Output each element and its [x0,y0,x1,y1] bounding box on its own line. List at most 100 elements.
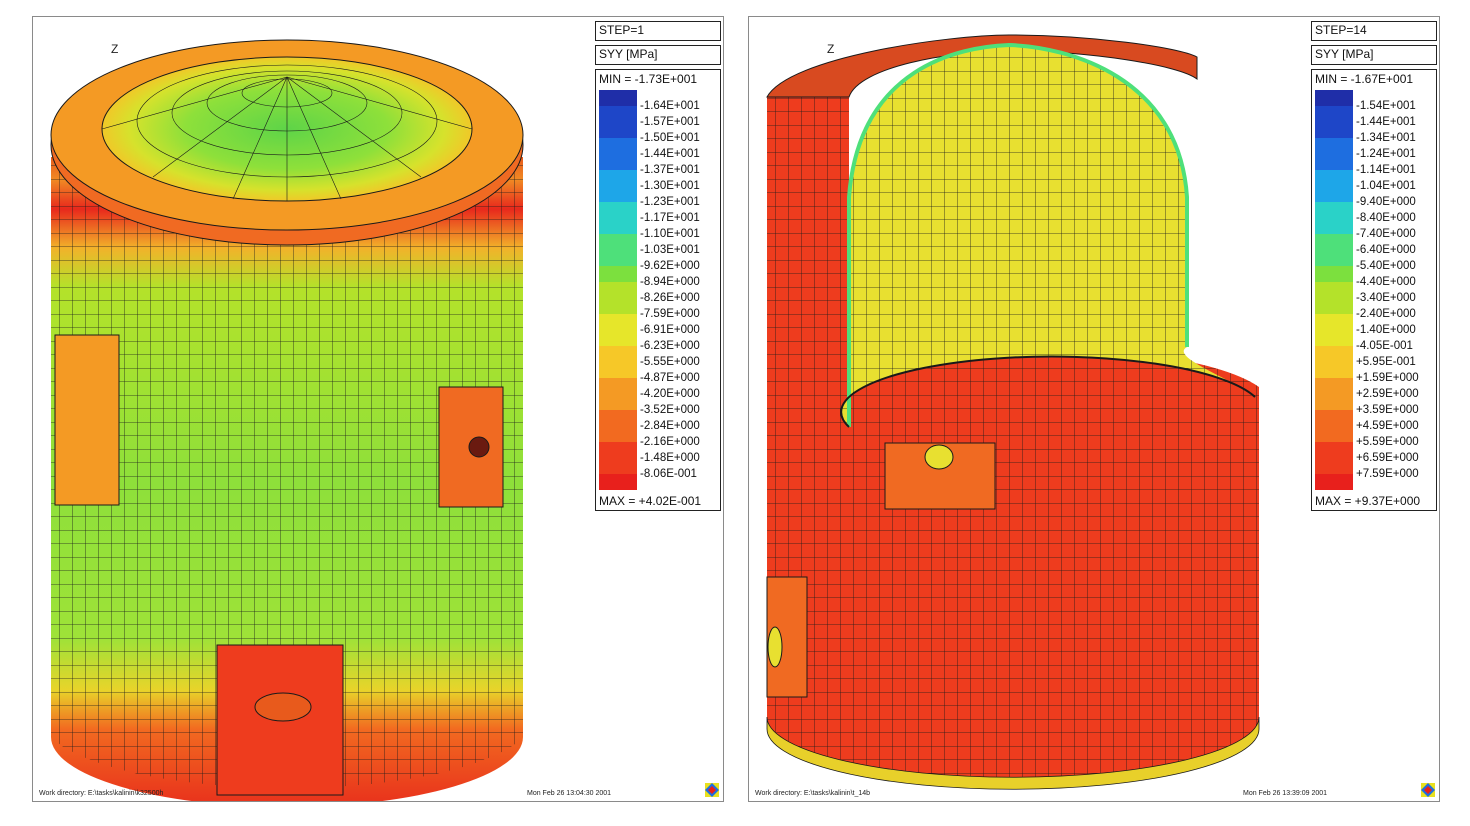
svg-text:Z: Z [111,42,118,56]
legend-color-bar [1315,90,1353,490]
quantity-unit-label: SYY [MPa] [1311,45,1437,65]
legend-color-band [1315,410,1353,427]
legend-tick-label: -1.30E+001 [640,180,700,192]
legend-color-band [599,394,637,411]
legend-tick-labels: -1.54E+001 -1.44E+001 -1.34E+001 -1.24E+001… [1356,92,1436,488]
legend-color-band [1315,218,1353,235]
legend-tick-label: -6.23E+000 [640,340,700,352]
timestamp-label: Mon Feb 26 13:39:09 2001 [1243,790,1328,797]
legend-color-band [599,122,637,139]
legend-color-band [599,346,637,363]
legend-color-band [599,250,637,267]
legend-color-band [1315,154,1353,171]
legend-tick-label: -1.40E+000 [1356,324,1416,336]
timestamp-label: Mon Feb 26 13:04:30 2001 [527,790,612,797]
legend-tick-label: +5.59E+000 [1356,436,1419,448]
legend-color-band [599,234,637,251]
program-logo-icon [1421,783,1435,797]
legend-tick-label: -9.62E+000 [640,260,700,272]
legend-tick-label: -1.24E+001 [1356,148,1416,160]
legend-color-band [599,90,637,107]
legend-color-band [599,330,637,347]
legend-tick-label: -7.40E+000 [1356,228,1416,240]
stress-plot-panel-step-14: Z STEP=14 SYY [MPa] MIN = -1.67E+001 -1.… [748,16,1440,802]
legend-tick-label: -2.40E+000 [1356,308,1416,320]
vessel-section-model-step-14: Z [766,34,1260,790]
legend-color-band [1315,474,1353,490]
legend-color-band [1315,122,1353,139]
legend-color-band [599,106,637,123]
legend-tick-label: -6.40E+000 [1356,244,1416,256]
legend-tick-label: -4.40E+000 [1356,276,1416,288]
legend-tick-label: -1.23E+001 [640,196,700,208]
color-legend: MIN = -1.67E+001 -1.54E+001 -1.44E+001 -1.… [1311,69,1437,511]
legend-color-band [1315,106,1353,123]
legend-color-band [599,266,637,283]
legend-color-band [1315,442,1353,459]
quantity-unit-label: SYY [MPa] [595,45,721,65]
legend-tick-label: -1.50E+001 [640,132,700,144]
legend-color-band [599,458,637,475]
legend-tick-label: +2.59E+000 [1356,388,1419,400]
legend-color-band [599,314,637,331]
legend-tick-label: -1.44E+001 [640,148,700,160]
step-label: STEP=1 [595,21,721,41]
legend-color-band [599,282,637,299]
step-label: STEP=14 [1311,21,1437,41]
svg-text:Z: Z [827,42,834,56]
legend-tick-label: -1.17E+001 [640,212,700,224]
legend-tick-label: -1.44E+001 [1356,116,1416,128]
legend-tick-label: -1.37E+001 [640,164,700,176]
legend-tick-label: -5.55E+000 [640,356,700,368]
program-logo-icon [705,783,719,797]
legend-color-band [1315,362,1353,379]
vessel-model-step-1: Z [50,39,524,801]
legend-color-band [1315,426,1353,443]
legend-color-band [1315,314,1353,331]
legend-tick-label: +3.59E+000 [1356,404,1419,416]
legend-color-band [1315,170,1353,187]
legend-color-band [1315,202,1353,219]
legend-color-band [599,218,637,235]
legend-tick-label: -4.20E+000 [640,388,700,400]
legend-color-band [599,186,637,203]
legend-tick-label: -1.64E+001 [640,100,700,112]
legend-min-value: MIN = -1.73E+001 [599,72,698,86]
legend-max-value: MAX = +9.37E+000 [1315,494,1421,508]
legend-color-band [1315,346,1353,363]
legend-color-band [599,170,637,187]
color-legend: MIN = -1.73E+001 -1.64E+001 -1.57E+001 -1.… [595,69,721,511]
legend-color-band [1315,138,1353,155]
legend-color-band [599,474,637,490]
legend-tick-label: +6.59E+000 [1356,452,1419,464]
legend-tick-label: -6.91E+000 [640,324,700,336]
legend-tick-label: -1.04E+001 [1356,180,1416,192]
legend-color-band [1315,378,1353,395]
legend-min-value: MIN = -1.67E+001 [1315,72,1414,86]
legend-color-band [1315,298,1353,315]
legend-tick-label: +5.95E-001 [1356,356,1416,368]
legend-color-band [599,138,637,155]
legend-color-band [1315,330,1353,347]
legend-color-band [599,410,637,427]
legend-tick-label: -3.52E+000 [640,404,700,416]
legend-color-band [599,362,637,379]
legend-tick-label: -4.05E-001 [1356,340,1413,352]
legend-tick-label: -4.87E+000 [640,372,700,384]
legend-color-band [1315,282,1353,299]
work-directory-label: Work directory: E:\tasks\kalinin\t_14b [755,790,871,797]
legend-color-band [1315,234,1353,251]
legend-tick-label: -5.40E+000 [1356,260,1416,272]
legend-tick-label: +4.59E+000 [1356,420,1419,432]
stress-plot-panel-step-1: Z STEP=1 SYY [MPa] MIN = -1.73E+001 -1.6… [32,16,724,802]
legend-color-band [1315,90,1353,107]
legend-tick-label: -2.84E+000 [640,420,700,432]
legend-tick-label: -1.10E+001 [640,228,700,240]
legend-tick-label: -3.40E+000 [1356,292,1416,304]
legend-tick-label: +7.59E+000 [1356,468,1419,480]
legend-tick-label: -1.48E+000 [640,452,700,464]
legend-tick-label: -8.40E+000 [1356,212,1416,224]
legend-color-band [599,378,637,395]
legend-color-band [1315,458,1353,475]
legend-color-band [1315,186,1353,203]
